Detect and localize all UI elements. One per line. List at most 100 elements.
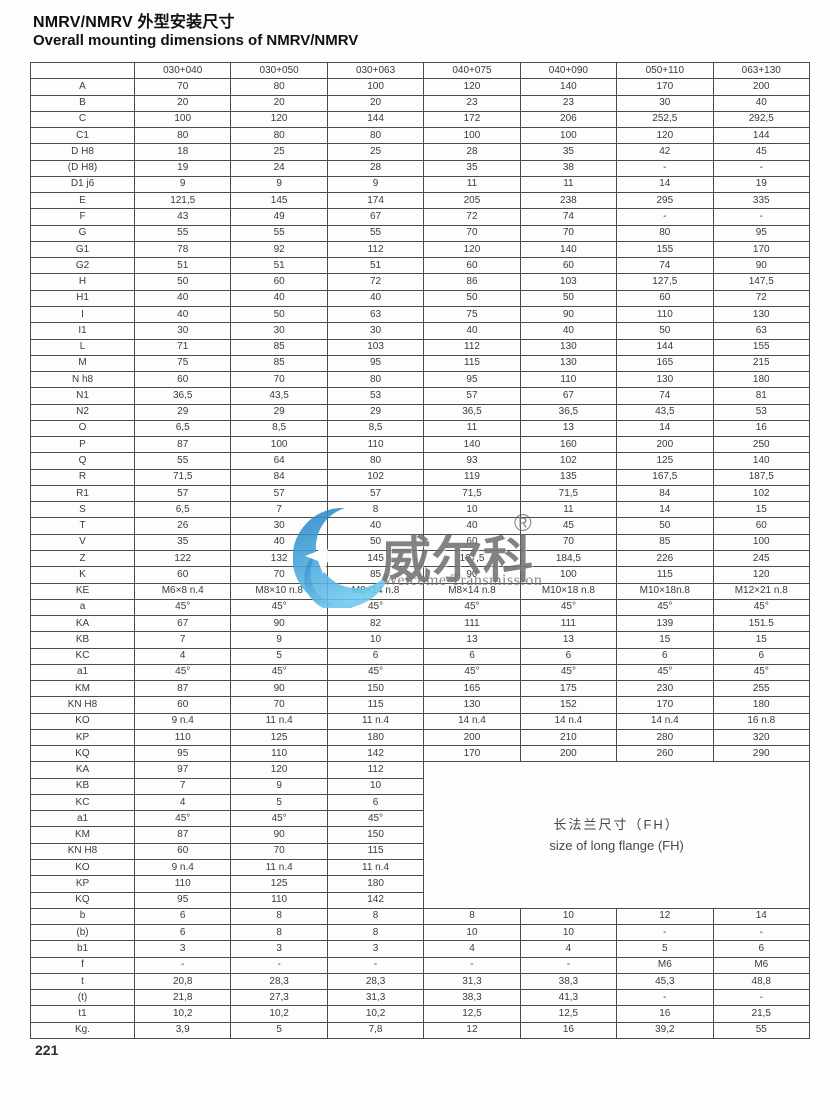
header-row: 030+040 030+050 030+063 040+075 040+090 050+1… [30,61,811,80]
cell: 10,2 [230,1005,328,1023]
row-label: G [30,224,135,242]
cell: 165 [423,680,521,698]
cell: 23 [519,94,618,112]
cell: 90 [230,680,328,698]
table-row: B 20 20 20 23 23 30 40 [30,94,811,112]
cell: 45° [133,810,232,828]
cell: 12 [423,1021,521,1039]
cell: 95 [326,354,425,373]
cell: 45° [519,598,618,617]
cell: 4 [423,940,521,958]
row-label: KN H8 [30,696,135,714]
cell: 130 [519,338,618,356]
cell: 10 [326,631,425,649]
cell: M10×18n.8 [616,582,714,600]
cell: 51 [326,257,425,275]
cell: 55 [326,224,425,242]
cell: 5 [230,793,328,812]
cell: 38,3 [423,989,521,1007]
table-row: (D H8) 19 24 28 35 38- - [30,159,811,177]
row-label: O [30,419,135,438]
cell: 180 [326,728,425,747]
cell: 110 [326,436,425,454]
table-row: N h8 60 70 80 95 110 130 180 [30,371,811,389]
cell: 11 n.4 [230,712,328,730]
cell: 28,3 [326,972,425,991]
cell: 31,3 [423,972,521,991]
cell: 57 [230,484,328,503]
cell: 80 [326,371,425,389]
cell: 45° [133,663,232,682]
cell: 97 [133,761,232,779]
cell: 40 [133,289,232,307]
cell: 139 [616,615,714,633]
cell: 292,5 [712,110,811,129]
row-label: KC [30,793,135,812]
cell: 85 [230,354,328,373]
cell: 11 n.4 [326,712,425,730]
cell: 100 [519,127,618,145]
cell: - [616,159,714,177]
cell: 55 [133,224,232,242]
cell: 115 [326,842,425,861]
cell: 72 [423,208,521,226]
cell: 102 [519,452,618,470]
cell: 6 [712,940,811,958]
row-label: H1 [30,289,135,307]
cell: 57 [326,484,425,503]
table-row: KE M6×8 n.4 M8×10 n.8 M8×14 n.8 M8×14 n.8 M10… [30,582,811,600]
table-row: I1 30 30 30 40 40 50 63 [30,322,811,340]
table-row: KA 67 90 82 111 111 139 151.5 [30,615,811,633]
cell: 12 [616,907,714,926]
cell: 150 [326,680,425,698]
cell: 215 [712,354,811,373]
row-label: KM [30,826,135,844]
cell: 92 [230,240,328,259]
cell: 206 [519,110,618,129]
cell: 90 [712,257,811,275]
cell: 14 n.4 [616,712,714,730]
cell: 90 [423,566,521,584]
cell: 60 [423,257,521,275]
cell: 80 [230,127,328,145]
cell: 86 [423,273,521,291]
row-label: D1 j6 [30,175,135,194]
cell: 13 [519,419,618,438]
cell: 8 [230,907,328,926]
cell: M6 [616,956,714,974]
cell: 16 [519,1021,618,1039]
table-row: KB 7 9 10 13 13 15 15 [30,631,811,649]
cell: 60 [712,517,811,535]
table-row-flange: KN H8 60 70 115 [30,842,810,861]
cell: 71 [133,338,232,356]
cell: 167,5 [616,468,714,486]
cell: 87 [133,826,232,844]
cell: 45° [326,663,425,682]
table-row-bottom: b1 3 3 3 4 4 5 6 [30,940,811,958]
cell: 30 [326,322,425,340]
cell: 112 [326,240,425,259]
cell: 10 [423,501,521,519]
cell: 40 [423,322,521,340]
table-row: KO 9 n.4 11 n.4 11 n.4 14 n.4 14 n.4 14 n.4 16 … [30,712,811,730]
cell: 142 [326,745,425,763]
cell: 49 [230,208,328,226]
cell: 45° [519,663,618,682]
cell: 180 [712,371,811,389]
cell: 74 [616,387,714,405]
cell: 7 [230,501,328,519]
cell: M6×8 n.4 [133,582,232,600]
table-row: KN H8 60 70 115 130 152 170 180 [30,696,811,714]
cell: 14 n.4 [519,712,618,730]
cell: 280 [616,728,714,747]
cell: 20 [326,94,425,112]
table-row: KP 110 125 180 200 210 280 320 [30,728,811,747]
table-row-bottom: Kg. 3,9 5 7,8 12 16 39,2 55 [30,1021,811,1039]
cell: 140 [423,436,521,454]
cell: 70 [230,842,328,861]
row-label: KB [30,631,135,649]
cell: 50 [326,533,425,551]
row-label: KQ [30,745,135,763]
row-label: I [30,305,135,324]
cell: 9 [230,175,328,194]
